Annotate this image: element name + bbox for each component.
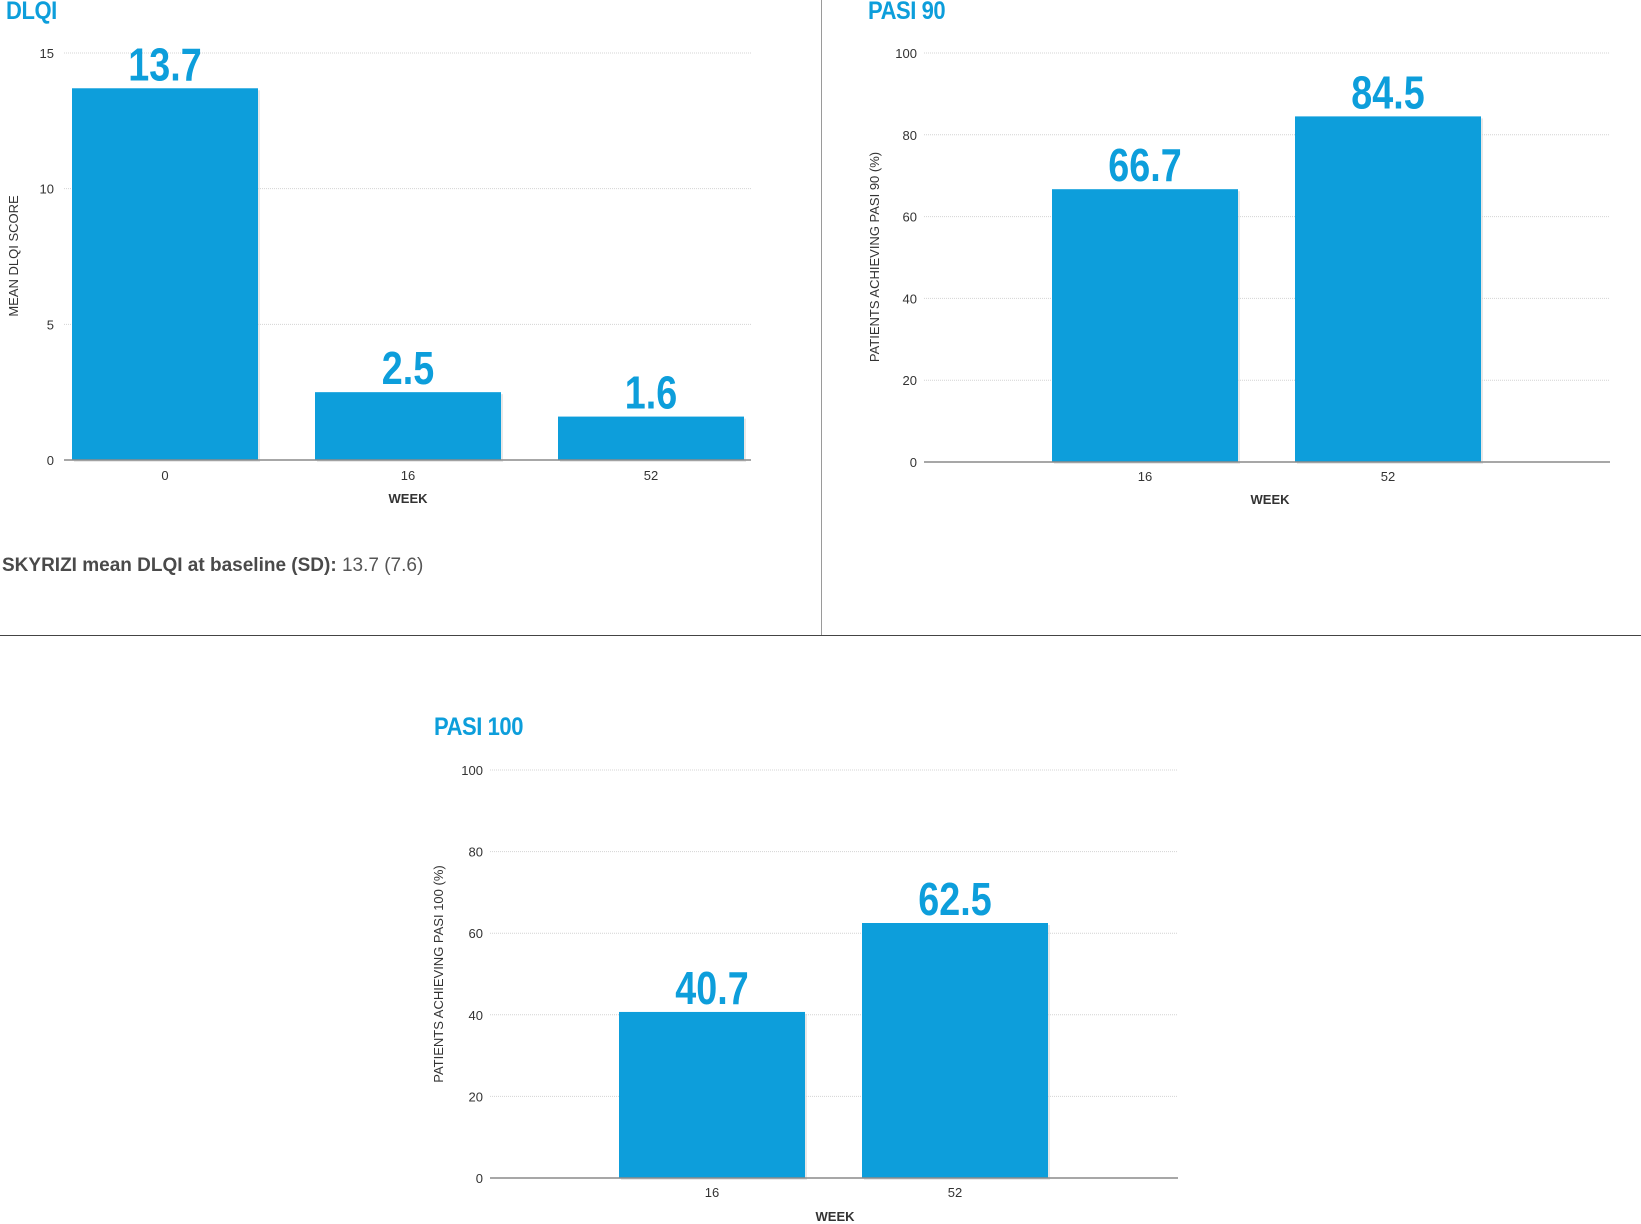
y-tick-label: 0 (910, 455, 917, 470)
y-tick-label: 100 (895, 46, 917, 61)
x-tick-label: 52 (644, 468, 658, 483)
y-tick-label: 40 (469, 1008, 483, 1023)
x-axis-title: WEEK (816, 1209, 856, 1224)
x-tick-label: 0 (161, 468, 168, 483)
y-axis-title: PATIENTS ACHIEVING PASI 90 (%) (867, 152, 882, 362)
y-tick-label: 60 (469, 926, 483, 941)
y-tick-label: 60 (903, 210, 917, 225)
horizontal-divider (0, 635, 1641, 636)
bar-value-label: 66.7 (1108, 140, 1181, 191)
bar-value-label: 40.7 (675, 962, 748, 1013)
bar-value-label: 84.5 (1351, 67, 1424, 118)
dlqi-chart-title: DLQI (6, 0, 57, 25)
vertical-divider (821, 0, 822, 635)
footnote-value: 13.7 (7.6) (341, 555, 424, 576)
pasi100-chart-title: PASI 100 (434, 713, 524, 741)
bar (558, 416, 744, 460)
x-tick-label: 16 (1138, 469, 1152, 484)
bar (72, 88, 258, 461)
bar (315, 392, 501, 460)
baseline-footnote: SKYRIZI mean DLQI at baseline (SD): 13.7… (2, 555, 423, 577)
y-tick-label: 5 (47, 317, 54, 332)
y-tick-label: 20 (903, 373, 917, 388)
bar-value-label: 13.7 (128, 39, 201, 90)
y-tick-label: 0 (47, 453, 54, 468)
footnote-label: SKYRIZI mean DLQI at baseline (SD): (2, 555, 337, 576)
bar-value-label: 62.5 (918, 873, 991, 924)
y-tick-label: 80 (903, 128, 917, 143)
y-tick-label: 10 (40, 182, 54, 197)
x-tick-label: 52 (948, 1185, 962, 1200)
x-tick-label: 52 (1381, 469, 1395, 484)
x-axis-title: WEEK (1251, 492, 1291, 507)
bar (862, 923, 1048, 1178)
y-axis-title: MEAN DLQI SCORE (6, 195, 21, 317)
y-tick-label: 20 (469, 1089, 483, 1104)
bar (1052, 189, 1238, 462)
y-tick-label: 100 (461, 763, 483, 778)
bar-value-label: 2.5 (382, 343, 434, 394)
bar (1295, 116, 1481, 463)
bar-value-label: 1.6 (625, 367, 677, 418)
x-axis-title: WEEK (389, 491, 429, 506)
bar (619, 1011, 805, 1178)
x-tick-label: 16 (705, 1185, 719, 1200)
y-tick-label: 15 (40, 46, 54, 61)
pasi90-chart-title: PASI 90 (868, 0, 946, 25)
y-tick-label: 40 (903, 291, 917, 306)
y-axis-title: PATIENTS ACHIEVING PASI 100 (%) (431, 865, 446, 1082)
x-tick-label: 16 (401, 468, 415, 483)
y-tick-label: 0 (476, 1171, 483, 1186)
y-tick-label: 80 (469, 845, 483, 860)
